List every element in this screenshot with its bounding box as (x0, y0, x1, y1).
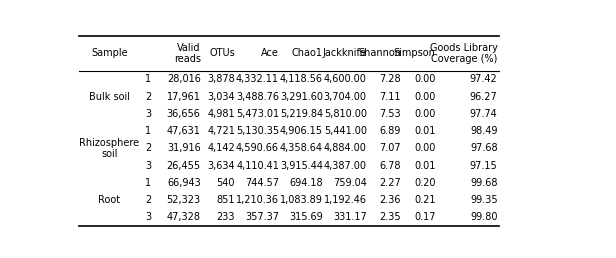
Text: 759.04: 759.04 (333, 178, 367, 188)
Text: 0.00: 0.00 (414, 109, 436, 119)
Text: OTUs: OTUs (209, 48, 235, 58)
Text: 7.53: 7.53 (379, 109, 401, 119)
Text: 28,016: 28,016 (167, 74, 201, 84)
Text: 4,110.41: 4,110.41 (236, 161, 279, 171)
Text: 4,332.11: 4,332.11 (236, 74, 279, 84)
Text: 6.89: 6.89 (380, 126, 401, 136)
Text: Chao1: Chao1 (292, 48, 323, 58)
Text: 5,810.00: 5,810.00 (324, 109, 367, 119)
Text: 4,600.00: 4,600.00 (324, 74, 367, 84)
Text: 4,118.56: 4,118.56 (280, 74, 323, 84)
Text: 5,473.01: 5,473.01 (236, 109, 279, 119)
Text: 744.57: 744.57 (245, 178, 279, 188)
Text: Ace: Ace (261, 48, 279, 58)
Text: 0.20: 0.20 (414, 178, 436, 188)
Text: 2: 2 (145, 195, 152, 205)
Text: Shannon: Shannon (358, 48, 401, 58)
Text: 26,455: 26,455 (166, 161, 201, 171)
Text: 0.00: 0.00 (414, 143, 436, 153)
Text: 1: 1 (145, 74, 151, 84)
Text: 3,034: 3,034 (208, 92, 235, 102)
Text: 3: 3 (145, 212, 151, 222)
Text: 4,884.00: 4,884.00 (324, 143, 367, 153)
Text: 3,291.60: 3,291.60 (280, 92, 323, 102)
Text: 2: 2 (145, 92, 152, 102)
Text: 0.17: 0.17 (414, 212, 436, 222)
Text: 1,083.89: 1,083.89 (280, 195, 323, 205)
Text: 1: 1 (145, 126, 151, 136)
Text: 0.00: 0.00 (414, 74, 436, 84)
Text: 2: 2 (145, 143, 152, 153)
Text: Jackknife: Jackknife (323, 48, 367, 58)
Text: 52,323: 52,323 (166, 195, 201, 205)
Text: 357.37: 357.37 (245, 212, 279, 222)
Text: 47,328: 47,328 (167, 212, 201, 222)
Text: 96.27: 96.27 (470, 92, 498, 102)
Text: 17,961: 17,961 (167, 92, 201, 102)
Text: 5,130.35: 5,130.35 (236, 126, 279, 136)
Text: Rhizosphere
soil: Rhizosphere soil (79, 138, 139, 159)
Text: 47,631: 47,631 (167, 126, 201, 136)
Text: 31,916: 31,916 (167, 143, 201, 153)
Text: 66,943: 66,943 (167, 178, 201, 188)
Text: 0.00: 0.00 (414, 92, 436, 102)
Text: 97.68: 97.68 (470, 143, 498, 153)
Text: 0.01: 0.01 (414, 126, 436, 136)
Text: 7.07: 7.07 (379, 143, 401, 153)
Text: Bulk soil: Bulk soil (89, 92, 130, 102)
Text: 97.42: 97.42 (470, 74, 498, 84)
Text: 331.17: 331.17 (333, 212, 367, 222)
Text: 4,387.00: 4,387.00 (324, 161, 367, 171)
Text: 3,634: 3,634 (208, 161, 235, 171)
Text: 0.01: 0.01 (414, 161, 436, 171)
Text: Goods Library
Coverage (%): Goods Library Coverage (%) (430, 43, 498, 64)
Text: 1: 1 (145, 178, 151, 188)
Text: 99.35: 99.35 (470, 195, 498, 205)
Text: 97.15: 97.15 (470, 161, 498, 171)
Text: 233: 233 (216, 212, 235, 222)
Text: Root: Root (98, 195, 120, 205)
Text: 4,981: 4,981 (208, 109, 235, 119)
Text: 3,704.00: 3,704.00 (324, 92, 367, 102)
Text: 4,721: 4,721 (207, 126, 235, 136)
Text: 97.74: 97.74 (470, 109, 498, 119)
Text: 4,358.64: 4,358.64 (280, 143, 323, 153)
Text: 7.11: 7.11 (379, 92, 401, 102)
Text: Valid
reads: Valid reads (174, 43, 201, 64)
Text: 6.78: 6.78 (379, 161, 401, 171)
Text: 5,441.00: 5,441.00 (324, 126, 367, 136)
Text: 3,488.76: 3,488.76 (236, 92, 279, 102)
Text: 7.28: 7.28 (379, 74, 401, 84)
Text: 5,219.84: 5,219.84 (280, 109, 323, 119)
Text: 694.18: 694.18 (290, 178, 323, 188)
Text: 0.21: 0.21 (414, 195, 436, 205)
Text: 4,142: 4,142 (207, 143, 235, 153)
Text: 4,906.15: 4,906.15 (280, 126, 323, 136)
Text: 98.49: 98.49 (470, 126, 498, 136)
Text: 1,210.36: 1,210.36 (236, 195, 279, 205)
Text: Simpson: Simpson (394, 48, 436, 58)
Text: 3: 3 (145, 109, 151, 119)
Text: 1,192.46: 1,192.46 (324, 195, 367, 205)
Text: 2.36: 2.36 (379, 195, 401, 205)
Text: 3: 3 (145, 161, 151, 171)
Text: 99.68: 99.68 (470, 178, 498, 188)
Text: 315.69: 315.69 (289, 212, 323, 222)
Text: 3,878: 3,878 (207, 74, 235, 84)
Text: 3,915.44: 3,915.44 (280, 161, 323, 171)
Text: Sample: Sample (91, 48, 128, 58)
Text: 2.35: 2.35 (379, 212, 401, 222)
Text: 99.80: 99.80 (470, 212, 498, 222)
Text: 36,656: 36,656 (167, 109, 201, 119)
Text: 4,590.66: 4,590.66 (236, 143, 279, 153)
Text: 851: 851 (216, 195, 235, 205)
Text: 2.27: 2.27 (379, 178, 401, 188)
Text: 540: 540 (216, 178, 235, 188)
